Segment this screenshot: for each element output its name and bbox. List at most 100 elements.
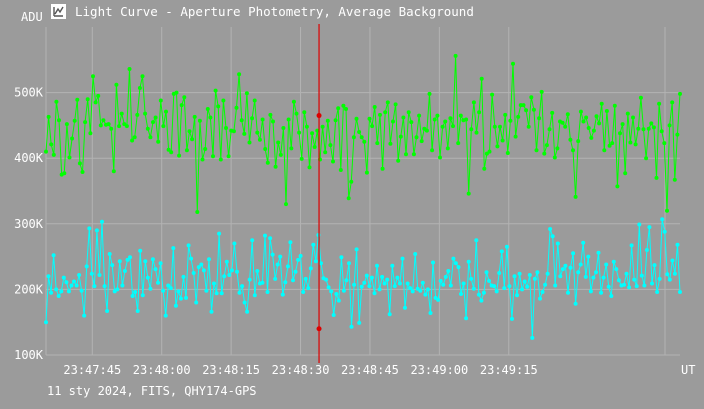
series-point (276, 140, 281, 145)
series-point (464, 316, 469, 321)
series-point (161, 288, 166, 293)
time-cursor[interactable] (316, 24, 322, 363)
series-point (511, 61, 515, 66)
series-point (610, 141, 615, 146)
series-point (589, 135, 594, 140)
x-tick-labels: 23:47:45 23:48:00 23:48:15 23:48:30 23:48:45… (63, 363, 537, 377)
series-point (56, 294, 61, 298)
series-point (385, 100, 390, 105)
y-tick-label: 400K (14, 151, 44, 165)
series-point (403, 305, 407, 310)
series-point (606, 284, 611, 289)
series-point (227, 273, 232, 277)
series-point (181, 274, 186, 279)
series-point (307, 165, 312, 170)
series-point (75, 97, 80, 102)
series-point (597, 121, 602, 126)
series-point (391, 119, 395, 124)
series-point (72, 118, 77, 123)
series-point (612, 103, 617, 108)
cursor-marker (316, 326, 322, 332)
series-point (553, 283, 558, 288)
series-point (133, 290, 138, 294)
series-point (315, 128, 320, 133)
series-1 (44, 217, 682, 340)
series-point (629, 243, 634, 248)
series-point (169, 150, 174, 155)
series-point (297, 130, 302, 135)
series-point (354, 116, 359, 121)
x-tick-label: 23:48:00 (133, 363, 191, 377)
series-point (352, 282, 357, 287)
series-point (545, 271, 550, 276)
series-point (375, 263, 379, 268)
series-point (504, 244, 509, 249)
series-point (419, 139, 424, 144)
series-point (224, 259, 229, 264)
series-point (218, 157, 223, 162)
series-point (560, 267, 565, 272)
series-point (377, 287, 382, 292)
series-point (80, 170, 85, 174)
series-point (620, 122, 625, 127)
series-point (331, 313, 336, 317)
series-point (333, 118, 338, 123)
series-point (93, 100, 98, 105)
series-point (535, 270, 540, 275)
series-point (660, 217, 665, 222)
series-point (148, 286, 153, 291)
series-point (344, 107, 348, 111)
series-point (184, 295, 188, 300)
series-point (87, 226, 92, 231)
series-point (672, 177, 677, 182)
series-point (107, 252, 112, 256)
series-point (615, 184, 620, 189)
x-axis-label: UT (681, 363, 695, 377)
series-point (524, 108, 529, 113)
series-point (284, 202, 288, 207)
series-point (397, 281, 402, 286)
series-point (66, 289, 71, 294)
series-point (558, 274, 563, 279)
series-point (115, 287, 120, 292)
series-point (247, 140, 252, 145)
series-point (336, 298, 341, 303)
series-point (599, 101, 604, 106)
series-point (231, 129, 236, 134)
series-point (573, 194, 578, 199)
series-point (255, 269, 260, 273)
series-point (84, 264, 89, 269)
series-point (369, 275, 374, 280)
series-point (362, 280, 367, 285)
series-point (153, 267, 158, 272)
series-point (396, 158, 401, 163)
series-point (525, 284, 530, 289)
series-point (624, 271, 629, 276)
series-point (625, 111, 630, 116)
series-point (88, 131, 93, 136)
series-point (96, 93, 101, 98)
series-point (638, 95, 643, 100)
series-point (143, 111, 148, 116)
series-point (508, 118, 513, 123)
series-point (291, 99, 296, 104)
series-line (45, 55, 681, 213)
series-point (328, 143, 333, 148)
series-point (573, 301, 578, 306)
series-point (79, 288, 84, 293)
series-point (529, 95, 534, 100)
series-point (494, 289, 499, 294)
series-point (336, 106, 341, 111)
series-point (499, 249, 504, 254)
series-point (109, 126, 114, 131)
series-point (609, 294, 614, 298)
series-point (344, 278, 349, 283)
series-point (576, 270, 581, 275)
series-point (326, 285, 331, 290)
series-point (278, 152, 283, 157)
series-point (293, 269, 298, 274)
series-point (127, 67, 132, 71)
series-point (179, 103, 184, 108)
series-point (323, 150, 328, 155)
